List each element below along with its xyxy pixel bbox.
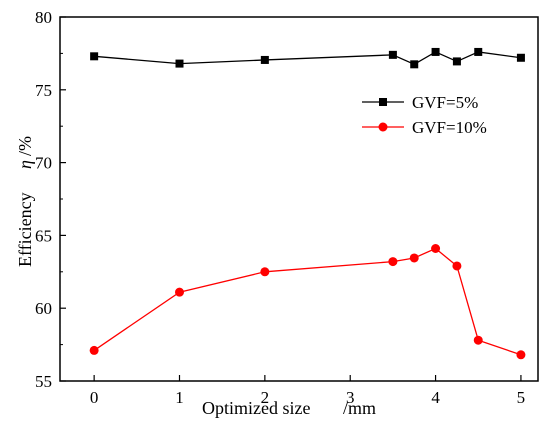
data-point: [431, 244, 441, 254]
legend-label-gvf10: GVF=10%: [412, 118, 487, 137]
x-tick-label: 1: [175, 388, 184, 407]
data-point: [431, 47, 440, 56]
data-point: [175, 287, 184, 297]
legend: GVF=5% GVF=10%: [362, 93, 487, 137]
y-axis-label: Efficiency: [15, 192, 35, 267]
legend-label-gvf5: GVF=5%: [412, 93, 478, 112]
data-point: [473, 335, 483, 345]
x-tick-label: 5: [517, 388, 526, 407]
data-point: [260, 55, 269, 64]
legend-marker-gvf10: [378, 122, 388, 132]
y-tick-label: 75: [35, 81, 52, 100]
data-point: [410, 60, 419, 69]
y-tick-label: 70: [35, 154, 52, 173]
data-point: [516, 53, 525, 62]
data-point: [474, 47, 483, 56]
series-layer: [89, 47, 526, 360]
x-tick-label: 2: [261, 388, 270, 407]
x-tick-label: 4: [431, 388, 440, 407]
data-point: [409, 253, 419, 263]
x-axis-unit: /mm: [343, 398, 376, 418]
y-tick-label: 55: [35, 372, 52, 391]
y-tick-label: 65: [35, 226, 52, 245]
legend-marker-gvf5: [379, 98, 387, 106]
y-axis-unit: /%: [15, 136, 35, 156]
data-point: [175, 59, 184, 68]
data-point: [452, 57, 461, 66]
data-point: [90, 52, 99, 61]
plot-frame: [59, 16, 539, 382]
y-tick-label: 60: [35, 299, 52, 318]
data-point: [89, 345, 99, 355]
y-axis-symbol: η: [15, 160, 35, 169]
data-point: [516, 350, 526, 360]
x-tick-label: 3: [346, 388, 355, 407]
x-tick-label: 0: [90, 388, 99, 407]
data-point: [388, 50, 397, 59]
data-point: [260, 267, 270, 277]
data-point: [388, 257, 398, 267]
data-point: [452, 261, 462, 271]
y-tick-label: 80: [35, 8, 52, 27]
x-axis-label: Optimized size: [202, 398, 310, 418]
